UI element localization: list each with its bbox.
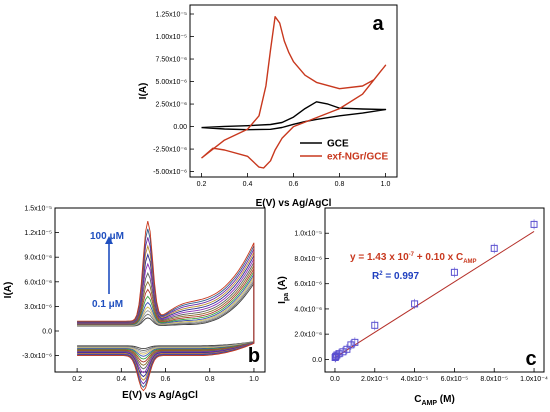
x-tick-label-c: 1.0x10⁻⁴: [520, 376, 548, 383]
fit-equation-exp: -7: [409, 252, 415, 258]
y-tick-label-a: 1.25x10⁻⁵: [155, 12, 187, 19]
r-squared-c: R2 = 0.997: [372, 271, 419, 282]
x-tick-label-a: 0.2: [197, 181, 207, 188]
y-tick-label-b: -3.0x10⁻⁶: [22, 353, 52, 360]
r-squared-label: R: [372, 271, 380, 282]
x-tick-label-b: 0.2: [72, 376, 82, 383]
y-axis-label-c-sub: pa: [283, 293, 290, 301]
y-tick-label-b: 6.0x10⁻⁶: [24, 279, 52, 286]
panel-letter-a: a: [372, 13, 384, 35]
fit-equation-sub: AMP: [463, 259, 476, 265]
x-tick-label-b: 0.6: [161, 376, 171, 383]
data-point-c: [450, 268, 458, 276]
x-axis-label-c-sub: AMP: [421, 400, 437, 407]
x-tick-label-b: 0.8: [205, 376, 215, 383]
panel-letter-b: b: [248, 345, 260, 367]
y-axis-label-a: I(A): [138, 83, 149, 100]
y-tick-label-a: -5.00x10⁻⁶: [153, 169, 187, 176]
r-squared-sup: 2: [379, 271, 383, 277]
x-tick-label-c: 8.0x10⁻⁵: [480, 376, 508, 383]
y-tick-label-a: 5.00x10⁻⁶: [156, 79, 188, 86]
data-point-c: [351, 338, 359, 346]
x-axis-label-c-unit: (M): [437, 394, 455, 405]
data-point-c: [335, 350, 343, 358]
data-point-c: [371, 321, 379, 329]
y-tick-label-c: 6.0x10⁻⁶: [294, 281, 322, 288]
y-tick-label-c: 0.0: [312, 357, 322, 364]
data-point-c: [530, 220, 538, 228]
y-axis-label-b: I(A): [3, 282, 14, 299]
y-tick-label-c: 4.0x10⁻⁶: [294, 306, 322, 313]
x-tick-label-b: 0.4: [116, 376, 126, 383]
series-line-gce: [201, 101, 387, 131]
x-axis-label-a: E(V) vs Ag/AgCl: [256, 198, 332, 209]
fit-equation-main: y = 1.43 x 10: [350, 252, 409, 263]
y-tick-label-a: 2.50x10⁻⁶: [156, 102, 188, 109]
x-tick-label-c: 6.0x10⁻⁵: [441, 376, 469, 383]
fit-equation-rest: + 0.10 x C: [414, 252, 463, 263]
cv-curve-b: [77, 221, 255, 392]
concentration-arrow-head-b: [105, 236, 113, 244]
y-tick-label-c: 1.0x10⁻⁵: [294, 231, 322, 238]
y-tick-label-b: 3.0x10⁻⁶: [24, 304, 52, 311]
x-axis-label-b: E(V) vs Ag/AgCl: [122, 390, 198, 401]
panel-c: 0.0 2.0x10⁻⁵ 4.0x10⁻⁵ 6.0x10⁻⁵ 8.0x10⁻⁵ 1.0x1…: [277, 207, 548, 407]
y-tick-label-a: 0.00: [173, 124, 187, 131]
x-axis-label-c-main: C: [414, 394, 421, 405]
y-tick-label-b: 1.5x10⁻⁵: [24, 206, 52, 213]
x-tick-label-b: 1.0: [249, 376, 259, 383]
x-tick-label-c: 4.0x10⁻⁵: [401, 376, 429, 383]
fit-equation-c: y = 1.43 x 10-7 + 0.10 x CAMP: [350, 252, 477, 265]
y-tick-label-c: 8.0x10⁻⁶: [294, 256, 322, 263]
y-tick-label-a: -2.50x10⁻⁶: [153, 147, 187, 154]
series-line-exf-ngr-gce: [201, 16, 387, 169]
y-tick-label-b: 0.0: [42, 329, 52, 336]
y-tick-label-c: 2.0x10⁻⁶: [294, 332, 322, 339]
y-axis-label-c-unit: (A): [277, 276, 288, 293]
x-tick-label-a: 0.8: [335, 181, 345, 188]
data-point-c: [490, 244, 498, 252]
panel-letter-c: c: [525, 348, 536, 370]
plot-frame-c: [324, 207, 545, 373]
concentration-low-label: 0.1 μM: [92, 299, 123, 310]
plot-frame-b: [54, 207, 266, 373]
y-axis-label-c: Ipa (A): [277, 276, 290, 304]
x-axis-label-c: CAMP (M): [414, 394, 455, 407]
r-squared-value: = 0.997: [383, 271, 420, 282]
y-tick-label-b: 1.2x10⁻⁵: [24, 230, 52, 237]
y-tick-label-a: 1.00x10⁻⁵: [155, 34, 187, 41]
x-tick-label-c: 0.0: [330, 376, 340, 383]
data-point-c: [343, 345, 351, 353]
legend-label-a: GCE: [327, 139, 349, 150]
fit-line-c: [334, 231, 535, 359]
legend-label-a: exf-NGr/GCE: [327, 152, 388, 163]
y-tick-label-b: 9.0x10⁻⁶: [24, 255, 52, 262]
y-axis-label-c-main: I: [277, 301, 288, 304]
x-tick-label-a: 0.4: [243, 181, 253, 188]
x-tick-label-c: 2.0x10⁻⁵: [361, 376, 389, 383]
concentration-high-label: 100 μM: [90, 231, 124, 242]
panel-a: 0.2 0.4 0.6 0.8 1.0 -5.00x10⁻⁶ -2.50x10⁻⁶ 0.00 2…: [138, 4, 398, 209]
x-tick-label-a: 0.6: [289, 181, 299, 188]
x-tick-label-a: 1.0: [381, 181, 391, 188]
data-point-c: [411, 300, 419, 308]
y-tick-label-a: 7.50x10⁻⁶: [156, 57, 188, 64]
panel-b: 0.2 0.4 0.6 0.8 1.0 -3.0x10⁻⁶ 0.0 3.0x10⁻⁶ 6.0x1…: [3, 206, 266, 401]
